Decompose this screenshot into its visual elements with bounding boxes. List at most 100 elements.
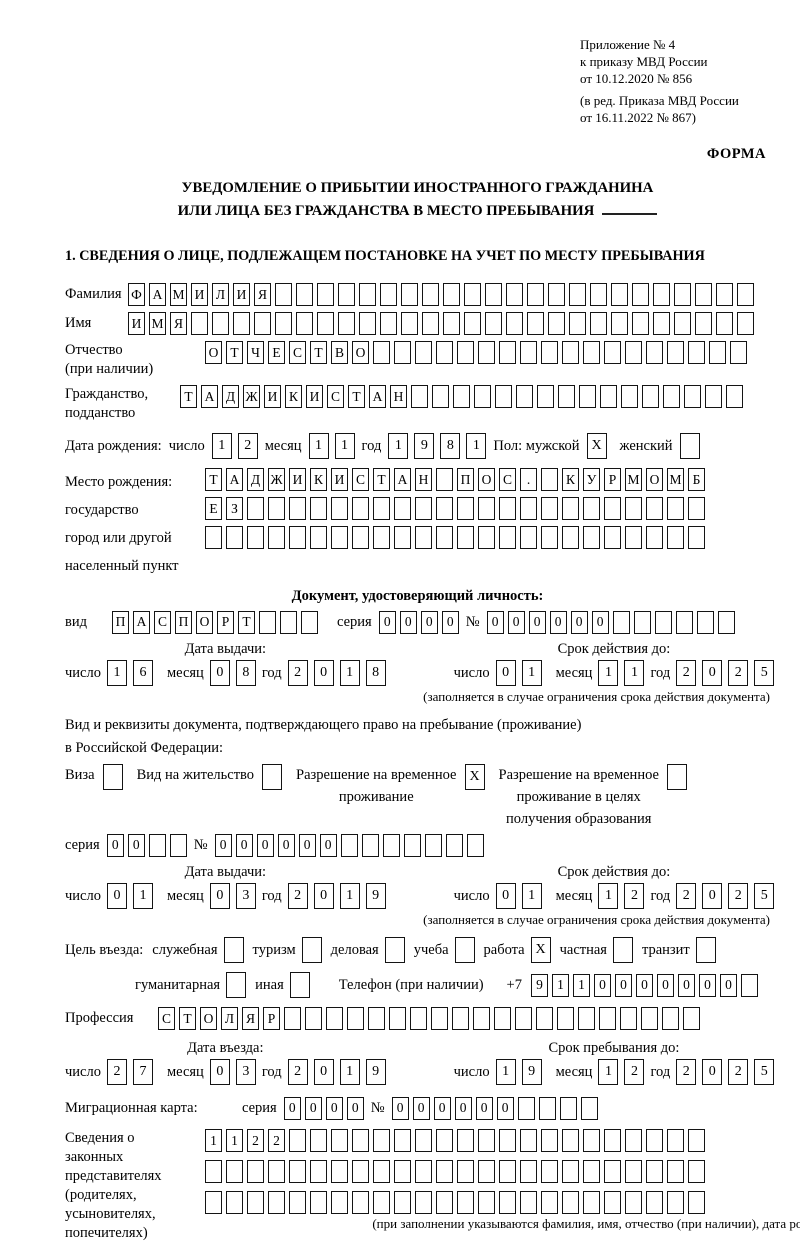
sex-male-label: Пол: мужской xyxy=(493,438,580,454)
char-cell: 2 xyxy=(287,660,308,686)
char-cell xyxy=(485,312,502,335)
char-cell xyxy=(520,497,537,520)
char-cell xyxy=(578,1007,595,1030)
char-cell xyxy=(520,1191,537,1214)
char-cell xyxy=(352,1160,369,1183)
day-label: число xyxy=(453,887,490,904)
char-cell: С xyxy=(327,385,344,408)
char-cell xyxy=(411,385,428,408)
char-cell xyxy=(384,937,405,963)
char-cell: О xyxy=(200,1007,217,1030)
char-cell xyxy=(268,1160,285,1183)
char-cell: 9 xyxy=(365,1059,386,1085)
char-cell: 0 xyxy=(528,610,546,634)
phone-prefix: +7 xyxy=(506,977,522,993)
series-label: серия xyxy=(65,837,100,853)
month-label: месяц xyxy=(166,664,204,681)
char-cell xyxy=(352,1129,369,1152)
char-cell xyxy=(625,497,642,520)
char-cell xyxy=(410,1007,427,1030)
char-cell xyxy=(612,937,633,963)
char-cell: 1 xyxy=(521,883,542,909)
blank-underline xyxy=(602,213,658,215)
char-cell xyxy=(646,526,663,549)
char-cell xyxy=(495,385,512,408)
char-cell xyxy=(499,1191,516,1214)
char-cell xyxy=(424,833,442,857)
char-cell xyxy=(352,526,369,549)
char-cell xyxy=(600,385,617,408)
char-cell: 0 xyxy=(593,973,611,997)
char-cell xyxy=(654,610,672,634)
surname-label: Фамилия xyxy=(65,286,122,302)
char-cell xyxy=(445,833,463,857)
legal-reference: Приложение № 4 к приказу МВД России от 1… xyxy=(580,36,770,87)
char-cell xyxy=(380,283,397,306)
char-cell xyxy=(389,1007,406,1030)
char-cell xyxy=(604,1191,621,1214)
char-cell xyxy=(296,312,313,335)
expiry-note: (заполняется в случае ограничения срока … xyxy=(423,912,770,927)
doc-number-label: № xyxy=(465,614,480,630)
char-cell xyxy=(653,312,670,335)
char-cell: И xyxy=(264,385,281,408)
char-cell xyxy=(583,526,600,549)
char-cell: 9 xyxy=(530,973,548,997)
char-cell xyxy=(310,497,327,520)
char-cell xyxy=(667,341,684,364)
char-cell xyxy=(394,1191,411,1214)
char-cell xyxy=(331,497,348,520)
char-cell: Т xyxy=(348,385,365,408)
char-cell xyxy=(289,1129,306,1152)
char-cell: 1 xyxy=(339,660,360,686)
char-cell: А xyxy=(149,283,166,306)
char-cell xyxy=(310,1191,327,1214)
char-cell: И xyxy=(233,283,250,306)
char-cell xyxy=(559,1096,577,1120)
char-cell: 1 xyxy=(598,883,619,909)
char-cell xyxy=(520,526,537,549)
char-cell xyxy=(191,312,208,335)
char-cell xyxy=(359,312,376,335)
char-cell xyxy=(705,385,722,408)
char-cell xyxy=(340,833,358,857)
char-cell: И xyxy=(331,468,348,491)
char-cell xyxy=(695,312,712,335)
char-cell xyxy=(457,1191,474,1214)
char-cell xyxy=(422,283,439,306)
char-cell xyxy=(562,1160,579,1183)
char-cell: 0 xyxy=(399,610,417,634)
char-cell xyxy=(212,312,229,335)
char-cell: 2 xyxy=(287,883,308,909)
option-temp-residence: Разрешение на временное проживание X xyxy=(296,764,485,808)
char-cell: О xyxy=(646,468,663,491)
char-cell xyxy=(331,526,348,549)
char-cell: 2 xyxy=(247,1129,264,1152)
char-cell xyxy=(431,1007,448,1030)
month-label: месяц xyxy=(264,438,302,454)
char-cell xyxy=(289,526,306,549)
char-cell: 2 xyxy=(728,660,749,686)
profession-label: Профессия xyxy=(65,1010,134,1026)
month-label: месяц xyxy=(555,1063,593,1080)
char-cell xyxy=(679,433,700,459)
char-cell xyxy=(541,1160,558,1183)
char-cell: 0 xyxy=(698,973,716,997)
char-cell xyxy=(373,1129,390,1152)
char-cell: 1 xyxy=(572,973,590,997)
number-label: № xyxy=(370,1100,385,1116)
purpose-transit-checkbox xyxy=(695,937,716,963)
entry-date-title: Дата въезда: xyxy=(187,1040,264,1056)
char-cell xyxy=(478,1191,495,1214)
